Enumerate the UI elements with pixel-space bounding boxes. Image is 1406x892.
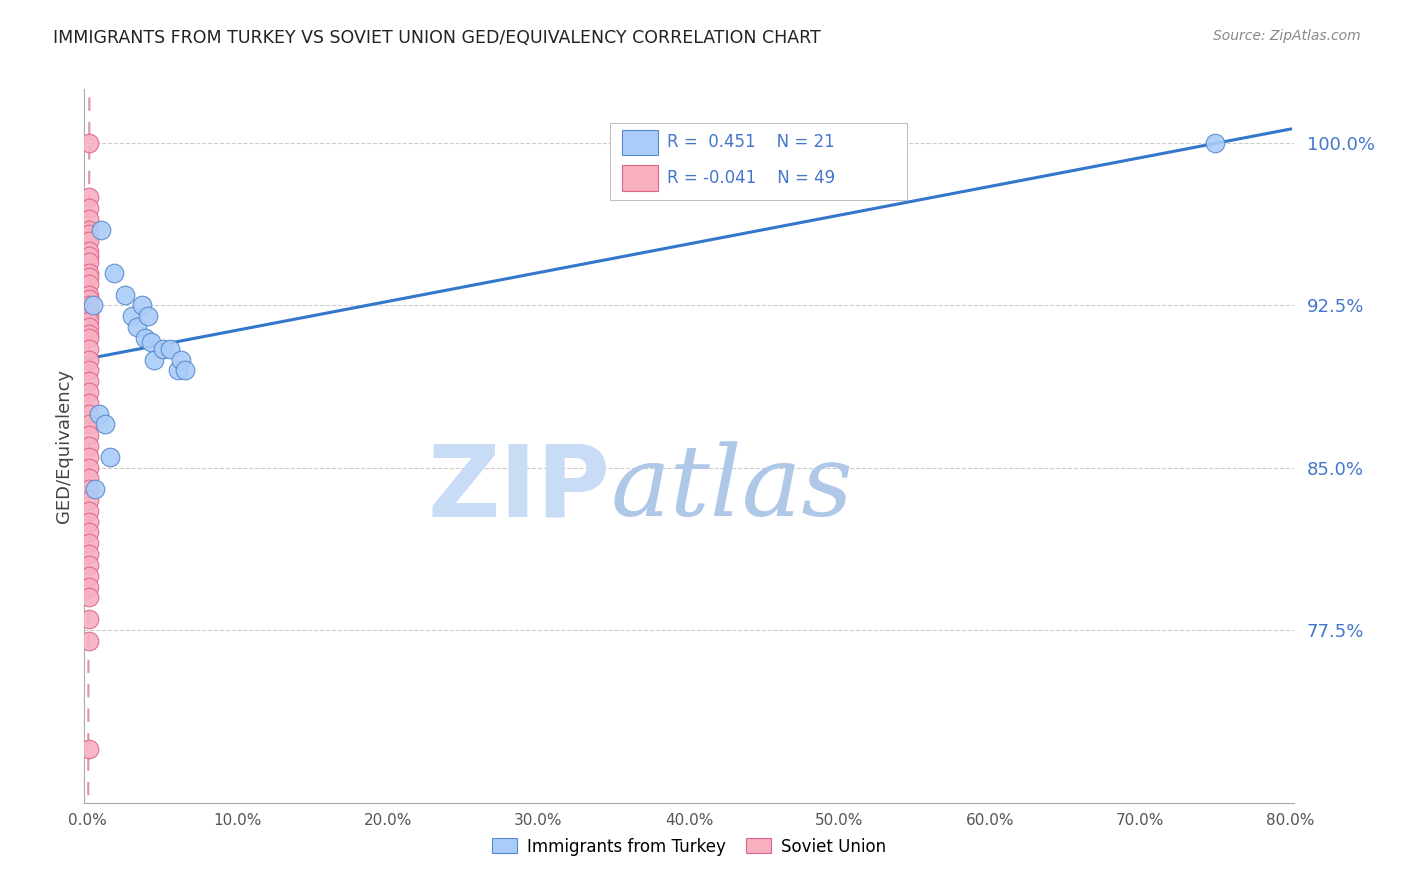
Text: IMMIGRANTS FROM TURKEY VS SOVIET UNION GED/EQUIVALENCY CORRELATION CHART: IMMIGRANTS FROM TURKEY VS SOVIET UNION G… — [53, 29, 821, 46]
Point — [77, 292, 100, 306]
Point — [77, 633, 100, 648]
Point — [77, 313, 100, 327]
Point — [77, 396, 100, 410]
Point — [114, 287, 136, 301]
Point — [125, 320, 148, 334]
Point — [98, 450, 121, 464]
Point — [77, 407, 100, 421]
Point — [77, 331, 100, 345]
Point — [77, 310, 100, 324]
Point — [77, 471, 100, 485]
Point — [77, 266, 100, 280]
Point — [77, 201, 100, 215]
Point — [1204, 136, 1226, 151]
Point — [77, 374, 100, 388]
Point — [77, 298, 100, 312]
Point — [89, 407, 111, 421]
Point — [77, 223, 100, 237]
Point — [139, 335, 162, 350]
Point — [77, 227, 100, 241]
Point — [77, 504, 100, 518]
Text: atlas: atlas — [610, 442, 853, 536]
Point — [159, 342, 181, 356]
Point — [134, 331, 156, 345]
Point — [77, 211, 100, 226]
Point — [77, 255, 100, 269]
Point — [77, 568, 100, 582]
Point — [77, 234, 100, 248]
Point — [77, 482, 100, 496]
Point — [82, 298, 104, 312]
Point — [77, 363, 100, 377]
Point — [77, 612, 100, 626]
Point — [169, 352, 191, 367]
Legend: Immigrants from Turkey, Soviet Union: Immigrants from Turkey, Soviet Union — [485, 831, 893, 863]
Point — [77, 428, 100, 442]
Y-axis label: GED/Equivalency: GED/Equivalency — [55, 369, 73, 523]
Point — [77, 277, 100, 291]
Point — [136, 310, 159, 324]
Point — [166, 363, 188, 377]
Point — [77, 460, 100, 475]
Point — [77, 547, 100, 561]
Point — [90, 223, 112, 237]
Point — [121, 310, 143, 324]
Point — [77, 450, 100, 464]
Point — [77, 190, 100, 204]
Point — [131, 298, 153, 312]
Point — [152, 342, 174, 356]
Point — [77, 558, 100, 572]
Point — [77, 320, 100, 334]
Point — [103, 266, 125, 280]
Point — [77, 580, 100, 594]
Text: Source: ZipAtlas.com: Source: ZipAtlas.com — [1213, 29, 1361, 43]
Point — [77, 493, 100, 508]
Point — [77, 136, 100, 151]
Point — [83, 482, 105, 496]
Point — [77, 244, 100, 259]
Point — [77, 326, 100, 341]
Point — [142, 352, 165, 367]
Point — [77, 352, 100, 367]
Point — [77, 515, 100, 529]
Point — [77, 525, 100, 540]
Point — [77, 439, 100, 453]
Point — [77, 305, 100, 319]
Point — [77, 270, 100, 285]
Point — [77, 591, 100, 605]
Point — [77, 249, 100, 263]
Text: ZIP: ZIP — [427, 441, 610, 537]
Point — [94, 417, 117, 432]
Point — [174, 363, 197, 377]
Point — [77, 417, 100, 432]
Point — [77, 741, 100, 756]
Point — [77, 384, 100, 399]
Point — [77, 287, 100, 301]
Point — [77, 536, 100, 550]
Point — [77, 342, 100, 356]
